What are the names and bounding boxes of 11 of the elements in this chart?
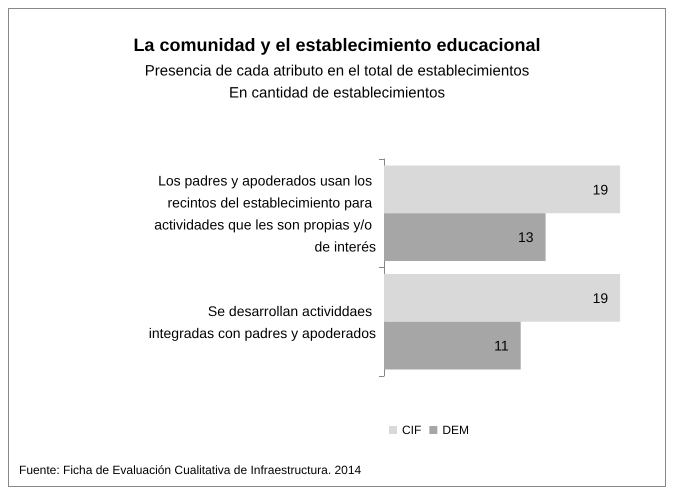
data-label: 11 — [494, 338, 509, 354]
data-label: 19 — [592, 181, 608, 198]
source-note: Fuente: Ficha de Evaluación Cualitativa de Infraestructura. 2014 — [19, 463, 362, 477]
legend-label: DEM — [442, 423, 469, 437]
y-tick-label: Se desarrollan actividdaes integradas con padres y apoderados — [148, 302, 376, 341]
data-label: 19 — [592, 290, 608, 306]
data-label: 13 — [518, 229, 534, 246]
chart-subtitle: Presencia de cada atributo en el total de establecimientos En cantidad de establecimientos — [144, 62, 530, 102]
chart-title: La comunidad y el establecimiento educacional — [133, 35, 541, 55]
y-tick-label: Los padres y apoderados usan los recintos del establecimiento para actividades que les son propias y/o de interés — [154, 172, 376, 254]
legend-label: CIF — [402, 423, 422, 437]
